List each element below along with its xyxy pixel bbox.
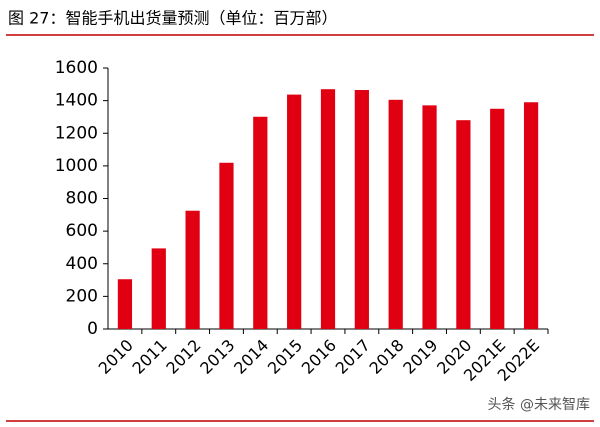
bar	[320, 89, 336, 329]
bar	[490, 108, 505, 329]
bar	[219, 162, 234, 329]
x-tick-label: 2019	[399, 336, 441, 378]
chart-title: 图 27：智能手机出货量预测（单位：百万部）	[8, 9, 337, 28]
y-tick-label: 200	[66, 286, 98, 306]
y-tick-label: 400	[66, 254, 98, 274]
y-tick-label: 1400	[55, 91, 98, 111]
watermark: 头条 @未来智库	[488, 396, 590, 413]
x-tick-label: 2014	[230, 336, 272, 378]
y-tick-label: 800	[66, 189, 98, 209]
bar	[388, 99, 403, 329]
x-tick-label: 2010	[95, 336, 137, 378]
x-tick-label: 2015	[264, 336, 306, 378]
y-tick-label: 1200	[55, 123, 98, 143]
bar	[185, 210, 200, 329]
x-tick-label: 2017	[332, 336, 374, 378]
x-tick-label: 2016	[298, 336, 340, 378]
y-tick-label: 1000	[55, 156, 98, 176]
bar	[523, 102, 539, 329]
x-tick-label: 2018	[365, 336, 407, 378]
y-tick-label: 0	[87, 319, 98, 339]
y-tick-label: 1600	[55, 58, 98, 78]
x-tick-label: 2012	[162, 336, 204, 378]
bar	[117, 279, 133, 329]
bar	[287, 94, 302, 329]
x-tick-label: 2013	[196, 336, 238, 378]
bar	[354, 90, 369, 329]
bar	[151, 248, 166, 329]
bar	[456, 120, 471, 329]
x-tick-label: 2011	[129, 336, 171, 378]
bar	[422, 105, 437, 329]
bar	[253, 116, 268, 329]
y-tick-label: 600	[66, 221, 98, 241]
